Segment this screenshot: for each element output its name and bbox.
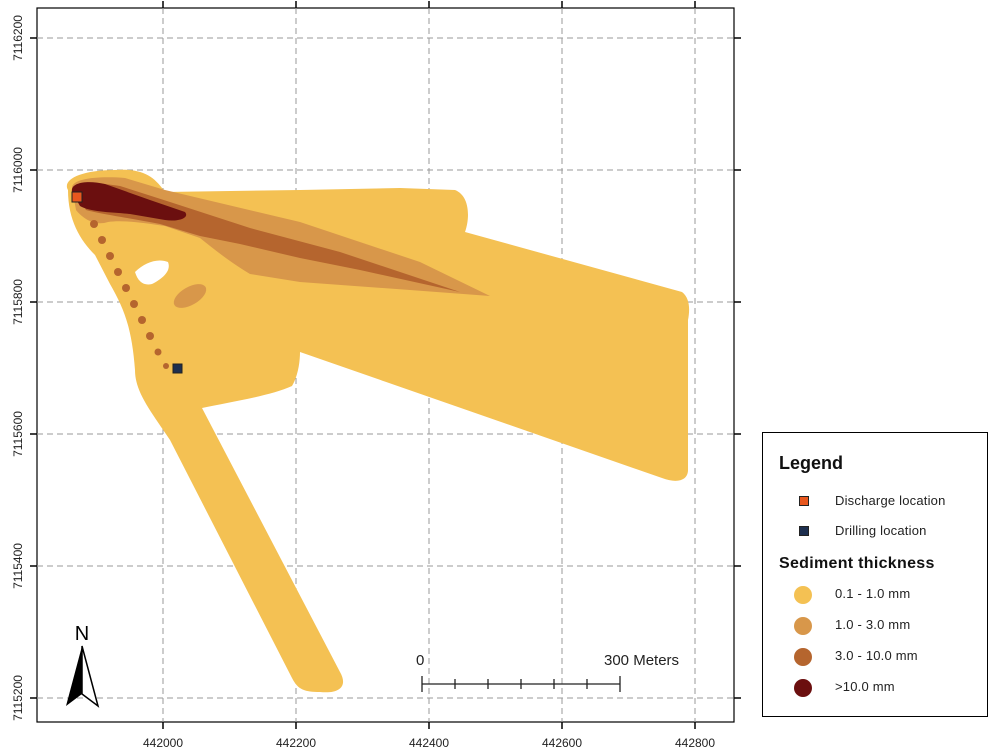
- y-tick-label: 7115600: [11, 411, 25, 457]
- legend-class-1-3: 1.0 - 3.0 mm: [763, 614, 983, 636]
- legend-item-label: Drilling location: [835, 523, 927, 538]
- plume-area-low: [66, 169, 690, 693]
- plume-trail: [90, 220, 169, 369]
- plume-area-very-high: [71, 182, 187, 221]
- y-axis-labels: 7116200 7116000 7115800 7115600 7115400 …: [11, 15, 25, 721]
- north-arrow-icon: [66, 645, 100, 708]
- y-tick-label: 7115200: [11, 675, 25, 721]
- scale-bar-start-label: 0: [416, 652, 425, 669]
- legend-title: Legend: [779, 453, 844, 473]
- legend-class-3-10: 3.0 - 10.0 mm: [763, 645, 983, 667]
- y-tick-label: 7115400: [11, 543, 25, 589]
- legend-class-gt-10: >10.0 mm: [763, 676, 983, 698]
- thickness-class-0-1-1: [66, 169, 690, 693]
- north-arrow-label: N: [75, 623, 89, 645]
- drilling-square-icon: [799, 526, 809, 536]
- plume-patch-medium: [173, 284, 207, 308]
- scale-bar: [421, 676, 621, 692]
- x-tick-label: 442400: [409, 736, 449, 750]
- thickness-class-gt-10: [71, 182, 187, 221]
- legend-class-label: 1.0 - 3.0 mm: [835, 617, 911, 632]
- legend-class-0-1-1: 0.1 - 1.0 mm: [763, 583, 983, 605]
- discharge-location-marker: [71, 191, 83, 203]
- legend-class-label: 0.1 - 1.0 mm: [835, 586, 911, 601]
- x-tick-label: 442200: [276, 736, 316, 750]
- x-tick-label: 442600: [542, 736, 582, 750]
- plume-gap: [135, 260, 169, 285]
- legend-panel: Legend Discharge location Drilling locat…: [762, 432, 988, 717]
- discharge-square-icon: [799, 496, 809, 506]
- circle-swatch-icon: [794, 679, 812, 697]
- circle-swatch-icon: [794, 617, 812, 635]
- y-tick-label: 7116200: [11, 15, 25, 61]
- drilling-location-marker: [172, 363, 183, 374]
- x-tick-label: 442000: [143, 736, 183, 750]
- legend-item-label: Discharge location: [835, 493, 946, 508]
- y-tick-label: 7116000: [11, 147, 25, 193]
- ticks: [30, 1, 741, 729]
- circle-swatch-icon: [794, 586, 812, 604]
- legend-class-label: 3.0 - 10.0 mm: [835, 648, 918, 663]
- legend-item-drilling: Drilling location: [763, 520, 983, 542]
- legend-subtitle: Sediment thickness: [779, 555, 935, 572]
- x-tick-label: 442800: [675, 736, 715, 750]
- x-axis-labels: 442000 442200 442400 442600 442800: [143, 736, 715, 750]
- scale-bar-end-label: 300 Meters: [604, 652, 680, 669]
- legend-item-discharge: Discharge location: [763, 490, 983, 512]
- y-tick-label: 7115800: [11, 279, 25, 325]
- circle-swatch-icon: [794, 648, 812, 666]
- legend-class-label: >10.0 mm: [835, 679, 895, 694]
